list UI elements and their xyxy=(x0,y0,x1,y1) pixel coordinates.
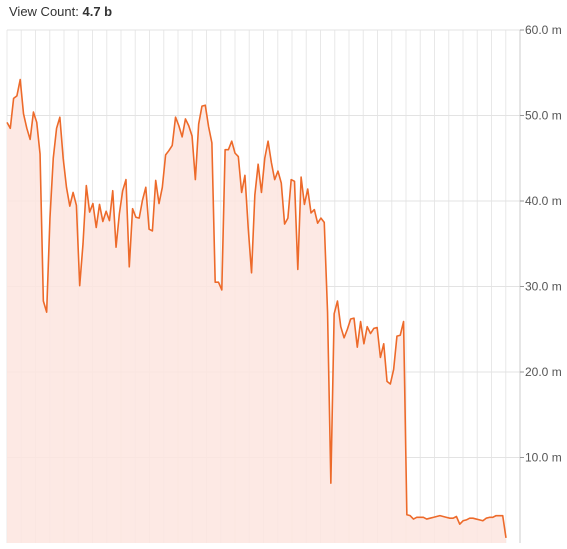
y-tick-label: 30.0 m xyxy=(525,280,562,294)
y-tick-label: 50.0 m xyxy=(525,109,562,123)
view-count-label: View Count: xyxy=(9,4,79,19)
y-axis-ticks: 60.0 m 50.0 m 40.0 m 30.0 m 20.0 m 10.0 m xyxy=(520,23,562,465)
y-tick-label: 60.0 m xyxy=(525,23,562,37)
y-tick-label: 10.0 m xyxy=(525,451,562,465)
view-count-line xyxy=(6,78,507,538)
view-count-summary: View Count: 4.7 b xyxy=(9,4,112,19)
view-count-value: 4.7 b xyxy=(82,4,113,19)
y-tick-label: 20.0 m xyxy=(525,365,562,379)
y-tick-label: 40.0 m xyxy=(525,194,562,208)
view-count-area xyxy=(7,79,506,543)
